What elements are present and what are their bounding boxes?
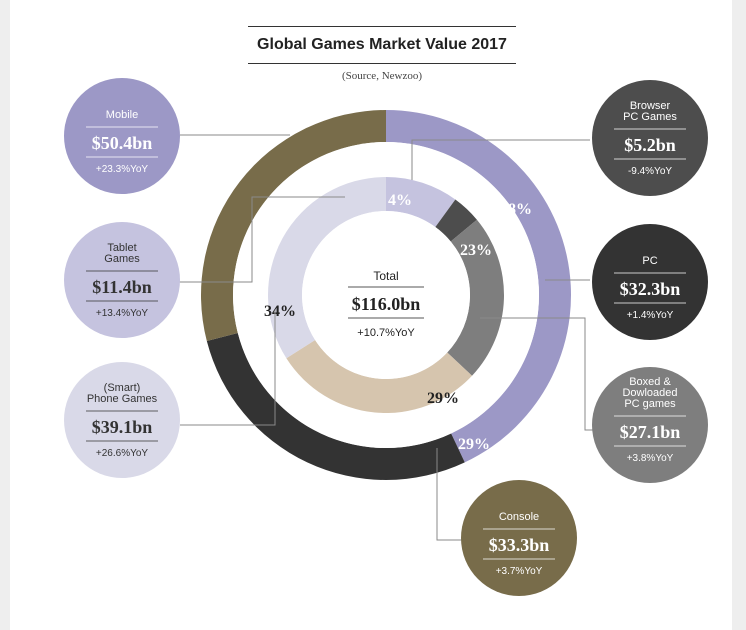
callout-growth-browser: -9.4%YoY — [628, 166, 672, 177]
callout-name-boxed: Boxed & Dowloaded PC games — [622, 376, 677, 410]
callout-growth-phone: +26.6%YoY — [96, 448, 149, 459]
callout-circle-mobile — [64, 78, 180, 194]
total-value: $116.0bn — [352, 294, 421, 314]
inner-ring-label-console: 29% — [427, 390, 459, 407]
callout-name-tablet: Tablet Games — [104, 242, 140, 265]
callout-value-boxed: $27.1bn — [620, 422, 681, 442]
callout-value-pc: $32.3bn — [620, 279, 681, 299]
leader-browser — [411, 139, 590, 180]
total-label: Total — [373, 269, 398, 283]
center-hole — [302, 211, 470, 379]
callout-value-tablet: $11.4bn — [92, 277, 152, 297]
callout-phone: (Smart) Phone Games $39.1bn +26.6%YoY — [64, 362, 180, 478]
callout-name-pc: PC — [642, 255, 657, 267]
callout-growth-mobile: +23.3%YoY — [96, 164, 149, 175]
callout-circle-console — [461, 480, 577, 596]
chart-subtitle: (Source, Newzoo) — [341, 70, 423, 82]
callout-circle-pc — [592, 224, 708, 340]
callout-pc: PC $32.3bn +1.4%YoY — [592, 224, 708, 340]
chart-title: Global Games Market Value 2017 — [248, 26, 516, 64]
inner-ring-slice-tablet-games — [386, 177, 456, 228]
callout-growth-pc: +1.4%YoY — [627, 310, 674, 321]
inner-ring-slice-console — [286, 340, 473, 413]
callout-mobile: Mobile $50.4bn +23.3%YoY — [64, 78, 180, 194]
inner-ring-label-smart-phone-games: 34% — [264, 303, 296, 320]
callout-browser: Browser PC Games $5.2bn -9.4%YoY — [592, 80, 708, 196]
inner-ring-label-boxed-dowloaded-pc-games: 23% — [460, 242, 492, 259]
outer-ring-slice-mobile — [386, 110, 572, 463]
callout-tablet: Tablet Games $11.4bn +13.4%YoY — [64, 222, 180, 338]
callout-name-console: Console — [499, 511, 539, 523]
leader-tablet — [176, 196, 345, 283]
callout-growth-tablet: +13.4%YoY — [96, 308, 149, 319]
outer-ring-slice-pc — [206, 333, 465, 480]
leader-phone — [180, 310, 276, 426]
callout-name-browser: Browser PC Games — [623, 100, 677, 123]
callout-circle-phone — [64, 362, 180, 478]
inner-ring-slice-boxed-dowloaded-pc-games — [447, 219, 504, 376]
callout-value-phone: $39.1bn — [92, 417, 153, 437]
outer-ring-label-console: 29% — [458, 436, 490, 453]
outer-ring-slice-console — [201, 110, 386, 342]
total-growth: +10.7%YoY — [357, 327, 415, 339]
callout-circle-browser — [592, 80, 708, 196]
callout-growth-boxed: +3.8%YoY — [627, 453, 674, 464]
callout-value-console: $33.3bn — [489, 535, 550, 555]
callout-value-mobile: $50.4bn — [92, 133, 153, 153]
callout-value-browser: $5.2bn — [624, 135, 676, 155]
callout-boxed: Boxed & Dowloaded PC games $27.1bn +3.8%YoY — [592, 367, 708, 483]
callout-name-mobile: Mobile — [106, 109, 138, 121]
callout-circle-boxed — [592, 367, 708, 483]
inner-ring-label-browser-pc-games: 4% — [388, 192, 412, 209]
callout-growth-console: +3.7%YoY — [496, 566, 543, 577]
leader-console — [436, 448, 462, 541]
inner-ring-slice-browser-pc-games — [435, 199, 477, 242]
inner-ring-slice-smart-phone-games — [268, 177, 386, 359]
callout-name-phone: (Smart) Phone Games — [87, 382, 158, 405]
callout-circle-tablet — [64, 222, 180, 338]
callout-console: Console $33.3bn +3.7%YoY — [461, 480, 577, 596]
